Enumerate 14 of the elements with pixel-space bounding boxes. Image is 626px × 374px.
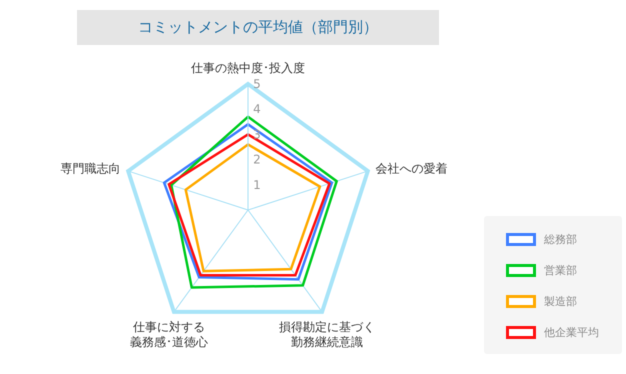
y-tick-label: 4 — [253, 102, 261, 116]
spoke-label: 損得勘定に基づく勤務継続意識 — [278, 320, 376, 350]
y-tick-label: 5 — [253, 77, 261, 91]
spoke-label: 会社への愛着 — [375, 162, 448, 176]
spoke-label: 仕事の熱中度･投入度 — [190, 61, 305, 75]
legend-label: 製造部 — [544, 294, 577, 309]
spoke-label: 仕事に対する義務感･道徳心 — [130, 320, 208, 350]
y-tick-label: 1 — [253, 178, 261, 192]
spoke-label: 専門職志向 — [60, 162, 121, 176]
chart-title: コミットメントの平均値（部門別） — [77, 10, 439, 45]
y-tick-label: 2 — [253, 152, 261, 167]
legend-label: 他企業平均 — [544, 325, 599, 340]
legend-label: 営業部 — [544, 263, 577, 278]
legend-label: 総務部 — [544, 232, 577, 247]
